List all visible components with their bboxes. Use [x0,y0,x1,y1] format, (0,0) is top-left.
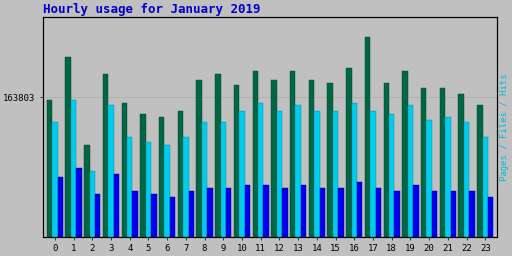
Bar [234,86,239,256]
Bar [477,105,483,256]
Bar [188,191,194,256]
Bar [276,111,282,256]
Bar [178,111,183,256]
Bar [376,188,381,256]
Bar [103,74,108,256]
Bar [365,37,370,256]
Bar [140,114,146,256]
Bar [319,188,325,256]
Bar [464,122,470,256]
Bar [470,191,475,256]
Bar [183,137,188,256]
Bar [90,171,95,256]
Bar [421,88,426,256]
Bar [413,185,419,256]
Y-axis label: Pages / Files / Hits: Pages / Files / Hits [500,73,509,180]
Bar [164,145,170,256]
Bar [445,117,451,256]
Bar [458,94,464,256]
Bar [95,194,100,256]
Bar [202,122,207,256]
Bar [239,111,245,256]
Bar [76,168,82,256]
Bar [197,80,202,256]
Bar [271,80,276,256]
Bar [52,122,57,256]
Bar [159,117,164,256]
Bar [389,114,394,256]
Bar [327,82,333,256]
Bar [483,137,488,256]
Bar [370,111,376,256]
Bar [215,74,221,256]
Bar [451,191,456,256]
Bar [133,191,138,256]
Bar [314,111,319,256]
Bar [258,102,263,256]
Bar [295,105,301,256]
Bar [263,185,269,256]
Bar [252,71,258,256]
Bar [71,100,76,256]
Bar [402,71,408,256]
Bar [221,122,226,256]
Bar [432,191,437,256]
Bar [151,194,157,256]
Bar [207,188,212,256]
Bar [170,197,175,256]
Bar [309,80,314,256]
Bar [346,68,352,256]
Bar [338,188,344,256]
Bar [488,197,494,256]
Bar [440,88,445,256]
Bar [84,145,90,256]
Bar [146,142,151,256]
Bar [245,185,250,256]
Bar [383,82,389,256]
Bar [226,188,231,256]
Bar [290,71,295,256]
Bar [127,137,133,256]
Bar [394,191,400,256]
Bar [426,120,432,256]
Bar [108,105,114,256]
Bar [301,185,306,256]
Bar [47,100,52,256]
Bar [66,57,71,256]
Bar [408,105,413,256]
Bar [114,174,119,256]
Bar [333,111,338,256]
Text: Hourly usage for January 2019: Hourly usage for January 2019 [42,3,260,16]
Bar [357,182,362,256]
Bar [121,102,127,256]
Bar [352,102,357,256]
Bar [282,188,288,256]
Bar [57,177,63,256]
